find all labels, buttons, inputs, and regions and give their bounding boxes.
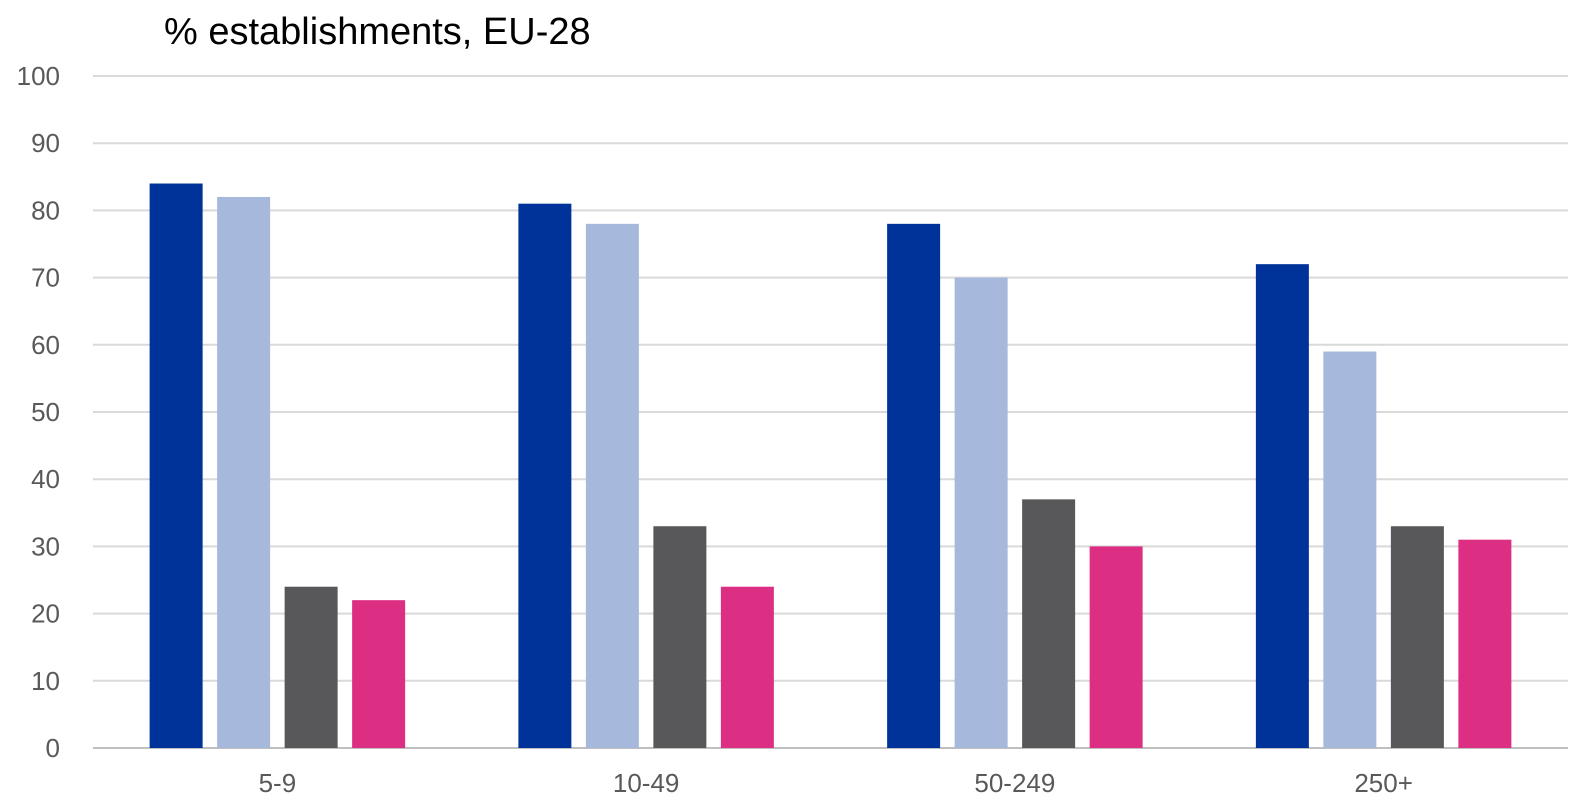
bar-series-1-10-49 (518, 203, 572, 748)
y-tick-label: 40 (31, 464, 60, 494)
bar-series-4-250+ (1458, 539, 1512, 748)
y-tick-label: 50 (31, 397, 60, 427)
bar-series-4-50-249 (1089, 546, 1143, 748)
gridlines (93, 75, 1568, 749)
y-tick-label: 0 (46, 733, 60, 763)
chart-title: % establishments, EU-28 (164, 11, 591, 53)
y-axis-ticks: 0 10 20 30 40 50 60 70 80 90 100 (17, 61, 60, 763)
x-tick-label: 10-49 (613, 768, 680, 798)
bar-series-3-10-49 (653, 526, 707, 748)
y-tick-label: 60 (31, 330, 60, 360)
bar-series-1-50-249 (887, 223, 941, 749)
bar-series-4-10-49 (720, 586, 774, 748)
bar-series-2-10-49 (585, 223, 639, 749)
y-tick-label: 70 (31, 263, 60, 293)
bar-series-2-250+ (1323, 351, 1377, 748)
bar-series-3-5-9 (284, 586, 338, 748)
y-tick-label: 10 (31, 666, 60, 696)
bar-series-4-5-9 (352, 600, 406, 748)
bar-series-1-5-9 (149, 183, 203, 748)
y-tick-label: 30 (31, 531, 60, 561)
bar-series-3-50-249 (1022, 499, 1076, 748)
bar-series-1-250+ (1255, 264, 1309, 748)
x-tick-label: 5-9 (259, 768, 297, 798)
y-tick-label: 20 (31, 599, 60, 629)
y-tick-label: 90 (31, 128, 60, 158)
x-tick-label: 250+ (1354, 768, 1413, 798)
x-axis-ticks: 5-9 10-49 50-249 250+ (259, 768, 1413, 798)
bars (149, 183, 1512, 749)
x-tick-label: 50-249 (974, 768, 1055, 798)
bar-series-3-250+ (1390, 526, 1444, 748)
y-tick-label: 100 (17, 61, 60, 91)
y-tick-label: 80 (31, 195, 60, 225)
bar-series-2-5-9 (217, 196, 271, 748)
bar-series-2-50-249 (954, 277, 1008, 748)
